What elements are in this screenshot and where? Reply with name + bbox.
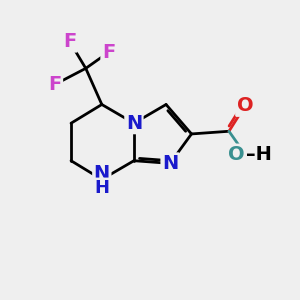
Text: O: O xyxy=(237,96,253,115)
Text: O: O xyxy=(228,145,245,164)
Text: N: N xyxy=(126,114,142,133)
Text: F: F xyxy=(102,43,115,62)
Text: N: N xyxy=(162,154,178,173)
Text: H: H xyxy=(94,179,109,197)
Text: N: N xyxy=(94,164,110,183)
Text: –H: –H xyxy=(246,145,272,164)
Text: F: F xyxy=(63,32,76,51)
Text: F: F xyxy=(48,75,62,94)
